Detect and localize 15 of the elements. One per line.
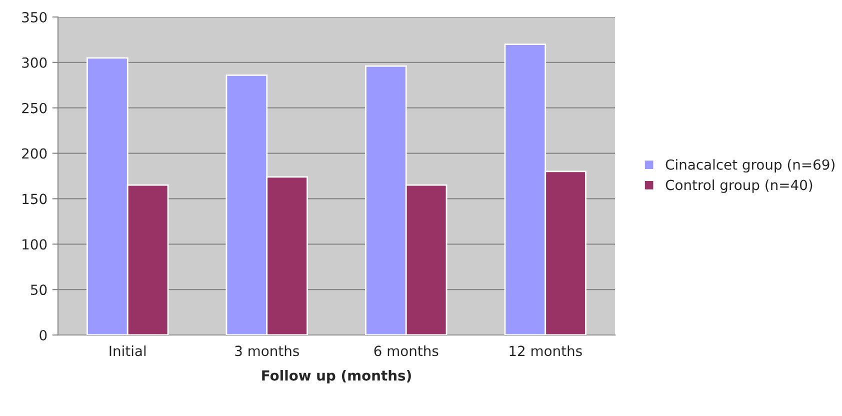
x-tick-label: 6 months xyxy=(374,345,438,356)
y-tick-label: 200 xyxy=(22,148,47,159)
x-tick-label: Initial xyxy=(110,345,146,356)
x-tick-label: 12 months xyxy=(510,345,582,356)
y-tick-label: 50 xyxy=(30,284,47,296)
y-tick-label: 100 xyxy=(22,239,47,250)
x-axis-title: Follow up (months) xyxy=(262,370,411,384)
legend-label: Control group (n=40) xyxy=(666,179,812,193)
x-tick-label: 3 months xyxy=(235,345,299,356)
y-tick-label: 250 xyxy=(22,102,47,114)
y-tick-label: 150 xyxy=(22,194,47,204)
y-tick-label: 0 xyxy=(40,330,47,340)
legend-label: Cinacalcet group (n=69) xyxy=(666,159,834,173)
y-tick-label: 350 xyxy=(22,12,47,22)
y-tick-label: 300 xyxy=(22,57,47,68)
